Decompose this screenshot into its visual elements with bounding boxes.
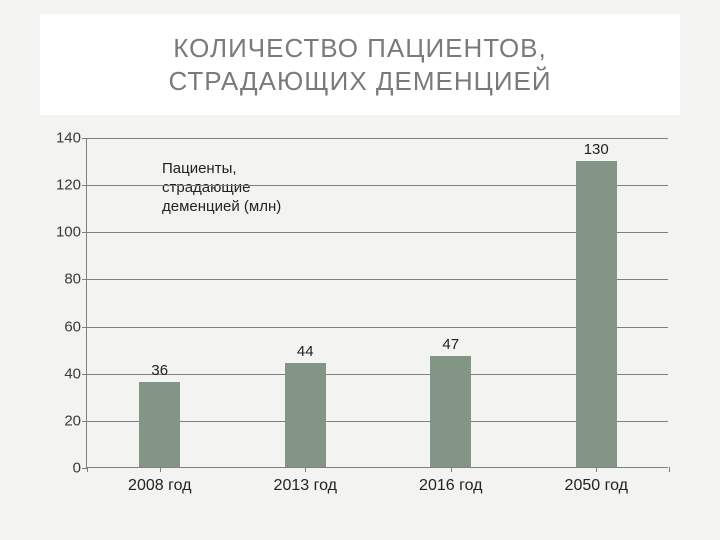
legend-line-2: страдающие [162, 179, 281, 198]
grid-line [87, 138, 668, 139]
x-tick-label: 2013 год [274, 477, 337, 495]
bar-value-label: 44 [297, 343, 314, 360]
title-line-2: СТРАДАЮЩИХ ДЕМЕНЦИЕЙ [50, 65, 670, 98]
title-line-1: КОЛИЧЕСТВО ПАЦИЕНТОВ, [50, 32, 670, 65]
title-box: КОЛИЧЕСТВО ПАЦИЕНТОВ, СТРАДАЮЩИХ ДЕМЕНЦИ… [40, 14, 680, 115]
x-tick-mark [596, 467, 597, 472]
y-tick-label: 100 [56, 224, 81, 241]
bar-value-label: 130 [584, 141, 609, 158]
x-tick-label: 2008 год [128, 477, 191, 495]
y-tick-label: 0 [73, 460, 81, 477]
legend-line-3: деменцией (млн) [162, 198, 281, 217]
bar: 44 [285, 363, 326, 467]
x-tick-mark [669, 467, 670, 472]
y-tick-label: 40 [64, 365, 81, 382]
y-tick-label: 20 [64, 412, 81, 429]
x-tick-label: 2016 год [419, 477, 482, 495]
chart: Пациенты, страдающие деменцией (млн) 0 20… [42, 128, 682, 508]
y-tick-mark [82, 421, 87, 422]
x-tick-label: 2050 год [565, 477, 628, 495]
y-tick-label: 140 [56, 130, 81, 147]
bar: 130 [576, 161, 617, 467]
x-tick-mark [305, 467, 306, 472]
bar: 36 [139, 382, 180, 467]
legend-line-1: Пациенты, [162, 160, 281, 179]
y-tick-label: 120 [56, 177, 81, 194]
y-tick-mark [82, 232, 87, 233]
y-tick-mark [82, 138, 87, 139]
legend: Пациенты, страдающие деменцией (млн) [162, 160, 281, 216]
x-tick-mark [160, 467, 161, 472]
y-tick-mark [82, 327, 87, 328]
bar: 47 [430, 356, 471, 467]
bar-value-label: 47 [442, 336, 459, 353]
y-tick-label: 80 [64, 271, 81, 288]
y-tick-mark [82, 185, 87, 186]
x-tick-mark [451, 467, 452, 472]
plot-area: Пациенты, страдающие деменцией (млн) 020… [86, 138, 668, 468]
bar-value-label: 36 [151, 362, 168, 379]
x-tick-mark [87, 467, 88, 472]
y-tick-label: 60 [64, 318, 81, 335]
y-tick-mark [82, 279, 87, 280]
y-tick-mark [82, 374, 87, 375]
